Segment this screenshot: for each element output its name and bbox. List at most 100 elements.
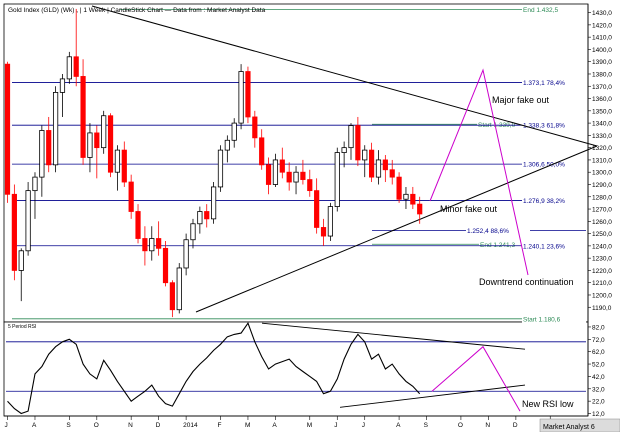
price-tick-label: 1420,0 [592,22,612,29]
candle-down [156,238,162,249]
candles [4,8,423,318]
annotation-major-fake-out: Major fake out [492,95,550,105]
x-tick-label: N [485,422,490,429]
candle-up [348,125,354,149]
candle-down [300,171,306,180]
fib-label-bg [522,78,586,87]
fib-level-label: 1.252,4 88,6% [467,228,509,235]
price-tick-label: 1320,0 [592,145,612,152]
candle-down [389,169,395,178]
candle-up [362,149,368,161]
candle-down [80,76,86,158]
candle-up [231,122,237,141]
fib-label-bg [522,121,586,130]
fib-level-label: 1.240,1 23,6% [523,243,565,250]
x-tick-label: S [424,422,429,429]
candle-up [32,176,38,192]
chart-title: Gold Index (GLD) (Wk) , | 1 Week | Candl… [8,7,266,14]
rsi-tick-label: 72,0 [592,337,605,344]
candle-up [210,186,217,220]
price-tick-label: 1210,0 [592,280,612,287]
price-tick-label: 1390,0 [592,59,612,66]
candle-down [94,132,100,149]
candle-down [286,171,292,183]
rsi-tick-label: 12,0 [592,411,605,418]
candle-down [107,115,114,173]
projection-lines [429,68,529,276]
rsi-tick-label: 62,0 [592,349,605,356]
candle-down [73,56,79,77]
price-tick-label: 1370,0 [592,84,612,91]
fib-label-bg [479,240,543,249]
annotation-downtrend-continuation: Downtrend continuation [479,277,574,287]
x-tick-label: A [32,422,37,429]
price-tick-label: 1220,0 [592,268,612,275]
candle-up [66,56,72,80]
fib-label-bg [522,196,586,205]
price-tick-label: 1380,0 [592,71,612,78]
candle-up [176,267,182,311]
candle-down [417,203,423,215]
rsi-tick-label: 82,0 [592,324,605,331]
candle-up [334,152,340,207]
candle-up [224,139,230,151]
fib-label-bg [466,226,530,235]
x-tick-label: O [94,422,99,429]
candle-down [396,176,402,200]
x-tick-label: N [128,422,133,429]
fib-level-label: End 1.432,5 [523,7,558,14]
candle-down [307,179,313,192]
candle-up [190,223,196,241]
candle-down [320,227,327,237]
downtrend-line [91,5,598,147]
candle-down [4,63,11,195]
fib-level-label: 1.276,9 38,2% [523,198,565,205]
candle-down [128,181,134,212]
watermark-text: Market Analyst 6 [543,424,595,431]
price-tick-label: 1290,0 [592,182,612,189]
price-tick-label: 1200,0 [592,292,612,299]
candle-up [197,211,203,225]
x-axis: JASOND2014FMAMJJASOND2015 [5,416,562,429]
x-tick-label: D [513,422,518,429]
candle-down [121,149,127,183]
rsi-panel: 82,0 72,0 62,0 52,0 42,0 32,0 22,0 12,0 [6,322,605,418]
rsi-line [7,322,421,415]
candle-up [403,193,409,200]
candle-down [46,130,52,166]
fib-label-bg [522,5,586,14]
price-tick-label: 1400,0 [592,47,612,54]
price-tick-label: 1270,0 [592,207,612,214]
x-tick-label: A [272,422,277,429]
x-tick-label: J [5,422,8,429]
price-tick-label: 1230,0 [592,256,612,263]
price-tick-label: 1280,0 [592,194,612,201]
candle-down [369,149,375,178]
x-tick-label: D [156,422,161,429]
candle-down [259,137,265,166]
fib-level-label: 1.338,3 61,8% [523,123,565,130]
candle-down [265,164,272,185]
price-tick-label: 1300,0 [592,170,612,177]
trend-lines [91,5,598,313]
candle-up [217,149,224,188]
rsi-downtrend-line [261,322,526,350]
price-tick-label: 1240,0 [592,243,612,250]
annotation-new-rsi-low: New RSI low [522,399,574,409]
rsi-tick-label: 52,0 [592,362,605,369]
candle-up [375,159,382,178]
candle-down [162,247,169,284]
candle-down [355,125,361,161]
x-tick-label: A [396,422,401,429]
price-tick-label: 1330,0 [592,133,612,140]
candle-up [25,190,31,252]
fib-label-bg [522,241,586,250]
rsi-tick-label: 22,0 [592,399,605,406]
price-tick-label: 1430,0 [592,10,612,17]
projection-path-rsi [431,345,521,412]
candle-up [114,149,121,173]
price-tick-label: 1310,0 [592,157,612,164]
candle-down [252,116,258,139]
fib-level-label: End 1.241,3 [480,242,515,249]
